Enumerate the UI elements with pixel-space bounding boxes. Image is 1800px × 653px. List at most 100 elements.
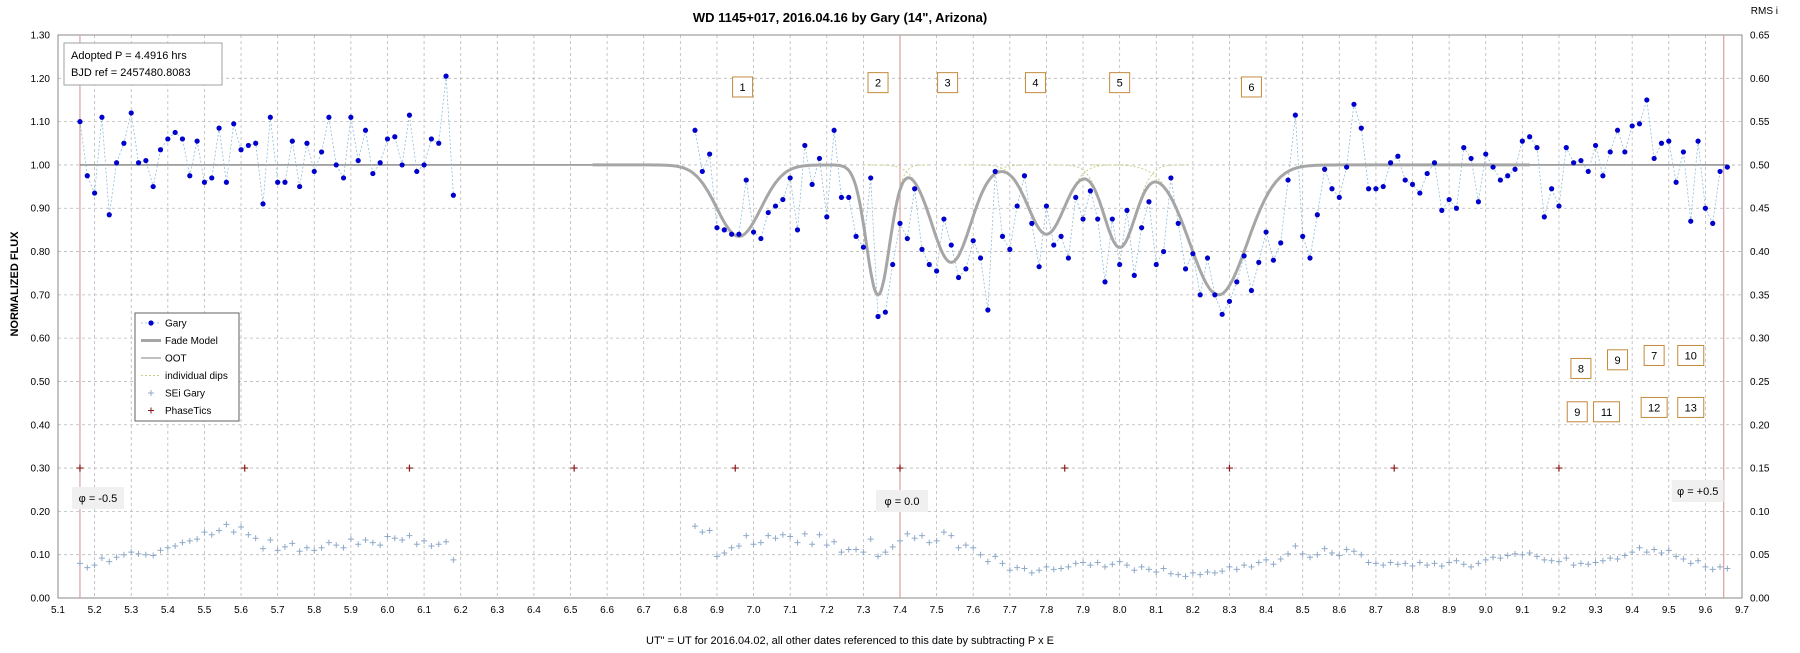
phase-tic [1061, 464, 1069, 472]
sei-point [421, 537, 428, 544]
gary-point [1109, 216, 1115, 222]
gary-point [1702, 205, 1708, 211]
sei-point [1145, 566, 1152, 573]
gary-point [1300, 233, 1306, 239]
sei-point [721, 549, 728, 556]
phase-tic [731, 464, 739, 472]
phase-tic [1555, 464, 1563, 472]
sei-point [113, 554, 120, 561]
x-tick-label: 7.3 [856, 605, 870, 616]
x-axis-label: UT" = UT for 2016.04.02, all other dates… [646, 635, 1054, 647]
gary-point [1117, 261, 1123, 268]
sei-point [1043, 563, 1050, 570]
dip-label: 6 [1248, 82, 1254, 94]
sei-point [1226, 563, 1233, 570]
dip-label-box [1677, 344, 1705, 366]
x-tick-label: 8.2 [1186, 605, 1200, 616]
gary-point [977, 255, 984, 261]
gary-point [1717, 168, 1723, 175]
sei-point [1285, 550, 1292, 557]
sei-point [1321, 545, 1328, 552]
sei-point [91, 562, 98, 569]
sei-point [208, 531, 215, 538]
sei-point [1687, 560, 1694, 567]
sei-point [1387, 559, 1394, 566]
gary-point [1080, 216, 1086, 222]
phase-tic [405, 464, 413, 472]
sei-point [1160, 565, 1167, 572]
dip-label-box [1640, 396, 1668, 418]
y-tick-label: 1.00 [31, 160, 51, 171]
gary-point [1241, 253, 1247, 259]
x-tick-label: 7.1 [783, 605, 797, 616]
gary-point [1234, 279, 1240, 285]
legend-label: PhaseTics [165, 406, 211, 417]
sei-point [1577, 560, 1584, 567]
sei-point [1717, 563, 1724, 570]
x-tick-label: 8.7 [1369, 605, 1383, 616]
x-tick-label: 6.0 [381, 605, 395, 616]
gary-point [1453, 205, 1460, 211]
gary-point [1483, 151, 1489, 157]
sei-point [911, 535, 918, 542]
dip-label: 10 [1685, 350, 1697, 362]
sei-point [1336, 552, 1343, 559]
x-tick-label: 7.9 [1076, 605, 1090, 616]
sei-point [98, 555, 105, 562]
sei-point [875, 553, 882, 560]
y2-tick-label: 0.45 [1750, 204, 1770, 215]
gary-point [1307, 255, 1313, 261]
x-tick-label: 6.9 [710, 605, 724, 616]
gary-connecting-line [79, 76, 1728, 318]
sei-point [1299, 550, 1306, 557]
sei-point [1065, 563, 1072, 570]
sei-point [889, 543, 896, 550]
gary-point [1344, 164, 1350, 170]
sei-point [1702, 563, 1709, 570]
sei-point [1570, 562, 1577, 569]
gary-point [1505, 173, 1511, 179]
sei-point [216, 527, 223, 534]
sei-point [311, 547, 318, 554]
gary-point [970, 238, 976, 244]
sei-point [1431, 560, 1438, 567]
gary-point [187, 173, 193, 179]
legend-label: individual dips [165, 371, 228, 382]
gary-points [77, 73, 1730, 320]
gary-point [1527, 134, 1533, 140]
gary-point [1622, 149, 1628, 155]
gary-point [963, 266, 969, 272]
sei-point [1167, 570, 1174, 577]
legend-label: OOT [165, 354, 187, 365]
sei-point [120, 551, 127, 558]
y2-tick-label: 0.65 [1750, 31, 1770, 42]
gary-point [1541, 214, 1547, 220]
gary-point [1600, 173, 1606, 179]
y-tick-label: 0.30 [31, 464, 51, 475]
dip-label: 5 [1117, 78, 1123, 90]
sei-point [1131, 567, 1138, 574]
gary-point [780, 196, 786, 203]
y-tick-label: 0.10 [31, 550, 51, 561]
gary-point [1065, 255, 1071, 261]
sei-point [128, 549, 135, 556]
gary-point [238, 147, 244, 153]
sei-point [897, 537, 903, 544]
dip-label-box [937, 72, 959, 94]
sei-point [735, 543, 742, 550]
gary-point [333, 162, 339, 168]
gary-point [853, 233, 859, 239]
x-tick-label: 8.4 [1259, 605, 1273, 616]
gary-point [882, 309, 888, 315]
gary-point [714, 225, 720, 231]
sei-point [743, 532, 750, 539]
sei-point [772, 535, 779, 542]
gary-point [1549, 186, 1555, 192]
x-tick-label: 5.7 [271, 605, 285, 616]
sei-point [1138, 563, 1145, 570]
info-line: Adopted P = 4.4916 hrs [71, 50, 187, 62]
legend-label: Gary [165, 319, 187, 330]
y2-tick-label: 0.35 [1750, 290, 1770, 301]
sei-point [1197, 571, 1204, 578]
gary-point [1351, 101, 1357, 107]
